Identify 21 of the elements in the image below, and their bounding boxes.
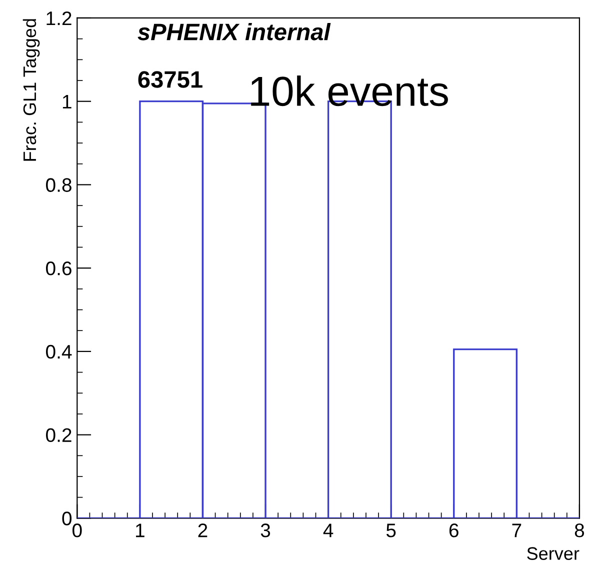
y-tick-label: 0.6 (46, 262, 72, 276)
annotation: 10k events (251, 76, 448, 106)
x-tick-label: 3 (260, 524, 270, 538)
x-tick-label: 2 (198, 524, 208, 538)
x-tick-label: 8 (574, 524, 584, 538)
y-tick-label: 1.2 (46, 11, 72, 26)
annotation: sPHENIX internal (138, 22, 331, 40)
x-tick-label: 5 (386, 524, 396, 538)
y-axis-title: Frac. GL1 Tagged (22, 19, 40, 161)
x-tick-label: 4 (323, 524, 334, 538)
x-tick-label: 0 (72, 524, 82, 538)
y-tick-label: 0.8 (46, 178, 72, 192)
x-tick-label: 7 (512, 524, 522, 538)
x-axis-title: Server (527, 547, 580, 560)
y-tick-label: 0.2 (46, 428, 72, 442)
y-tick-label: 1 (62, 95, 72, 108)
x-tick-label: 6 (449, 524, 458, 538)
annotation: 63751 (138, 71, 202, 88)
x-tick-label: 1 (136, 524, 144, 538)
y-tick-label: 0.4 (46, 344, 72, 359)
y-tick-label: 0 (62, 512, 72, 526)
